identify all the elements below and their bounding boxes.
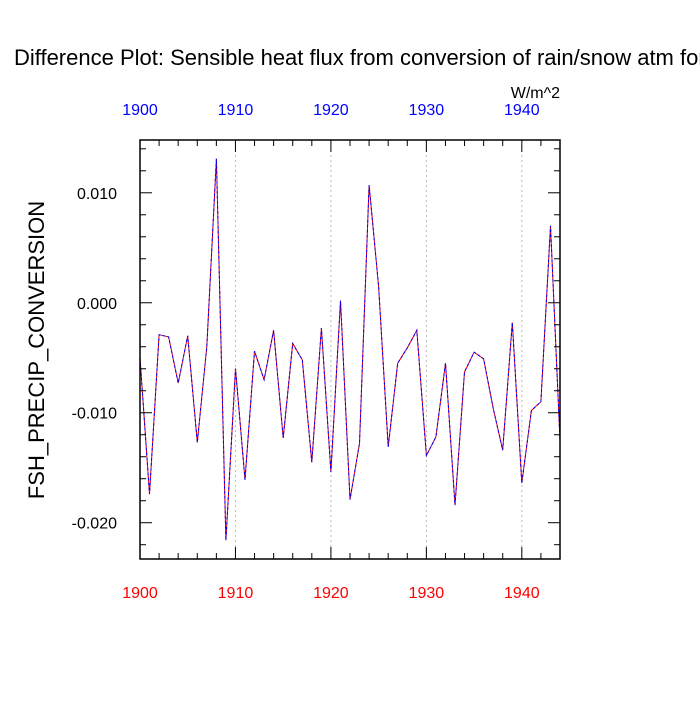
x-tick-label-bottom: 1920: [313, 585, 349, 602]
x-tick-label-top: 1920: [313, 102, 349, 119]
grid-layer: [234, 140, 523, 559]
series-line-blue: [139, 158, 561, 541]
series-layer: [139, 158, 561, 541]
x-tick-label-bottom: 1930: [409, 585, 445, 602]
y-tick-label: -0.020: [72, 516, 117, 533]
series-line-red: [139, 158, 561, 541]
chart-title: Difference Plot: Sensible heat flux from…: [14, 45, 700, 70]
x-tick-label-bottom: 1900: [122, 585, 158, 602]
label-layer: 1900 1900 1910 1910 1920 1920 1930 1930 1940 1940…: [72, 102, 540, 602]
y-tick-label: 0.000: [77, 296, 117, 313]
x-tick-label-top: 1900: [122, 102, 158, 119]
x-tick-label-top: 1910: [218, 102, 254, 119]
y-axis-label: FSH_PRECIP_CONVERSION: [24, 201, 49, 499]
y-tick-label: -0.010: [72, 406, 117, 423]
x-tick-label-top: 1930: [409, 102, 445, 119]
units-label: W/m^2: [511, 85, 560, 102]
y-tick-label: 0.010: [77, 186, 117, 203]
x-tick-label-top: 1940: [504, 102, 540, 119]
tick-layer: [139, 140, 561, 559]
x-tick-label-bottom: 1910: [218, 585, 254, 602]
x-tick-label-bottom: 1940: [504, 585, 540, 602]
